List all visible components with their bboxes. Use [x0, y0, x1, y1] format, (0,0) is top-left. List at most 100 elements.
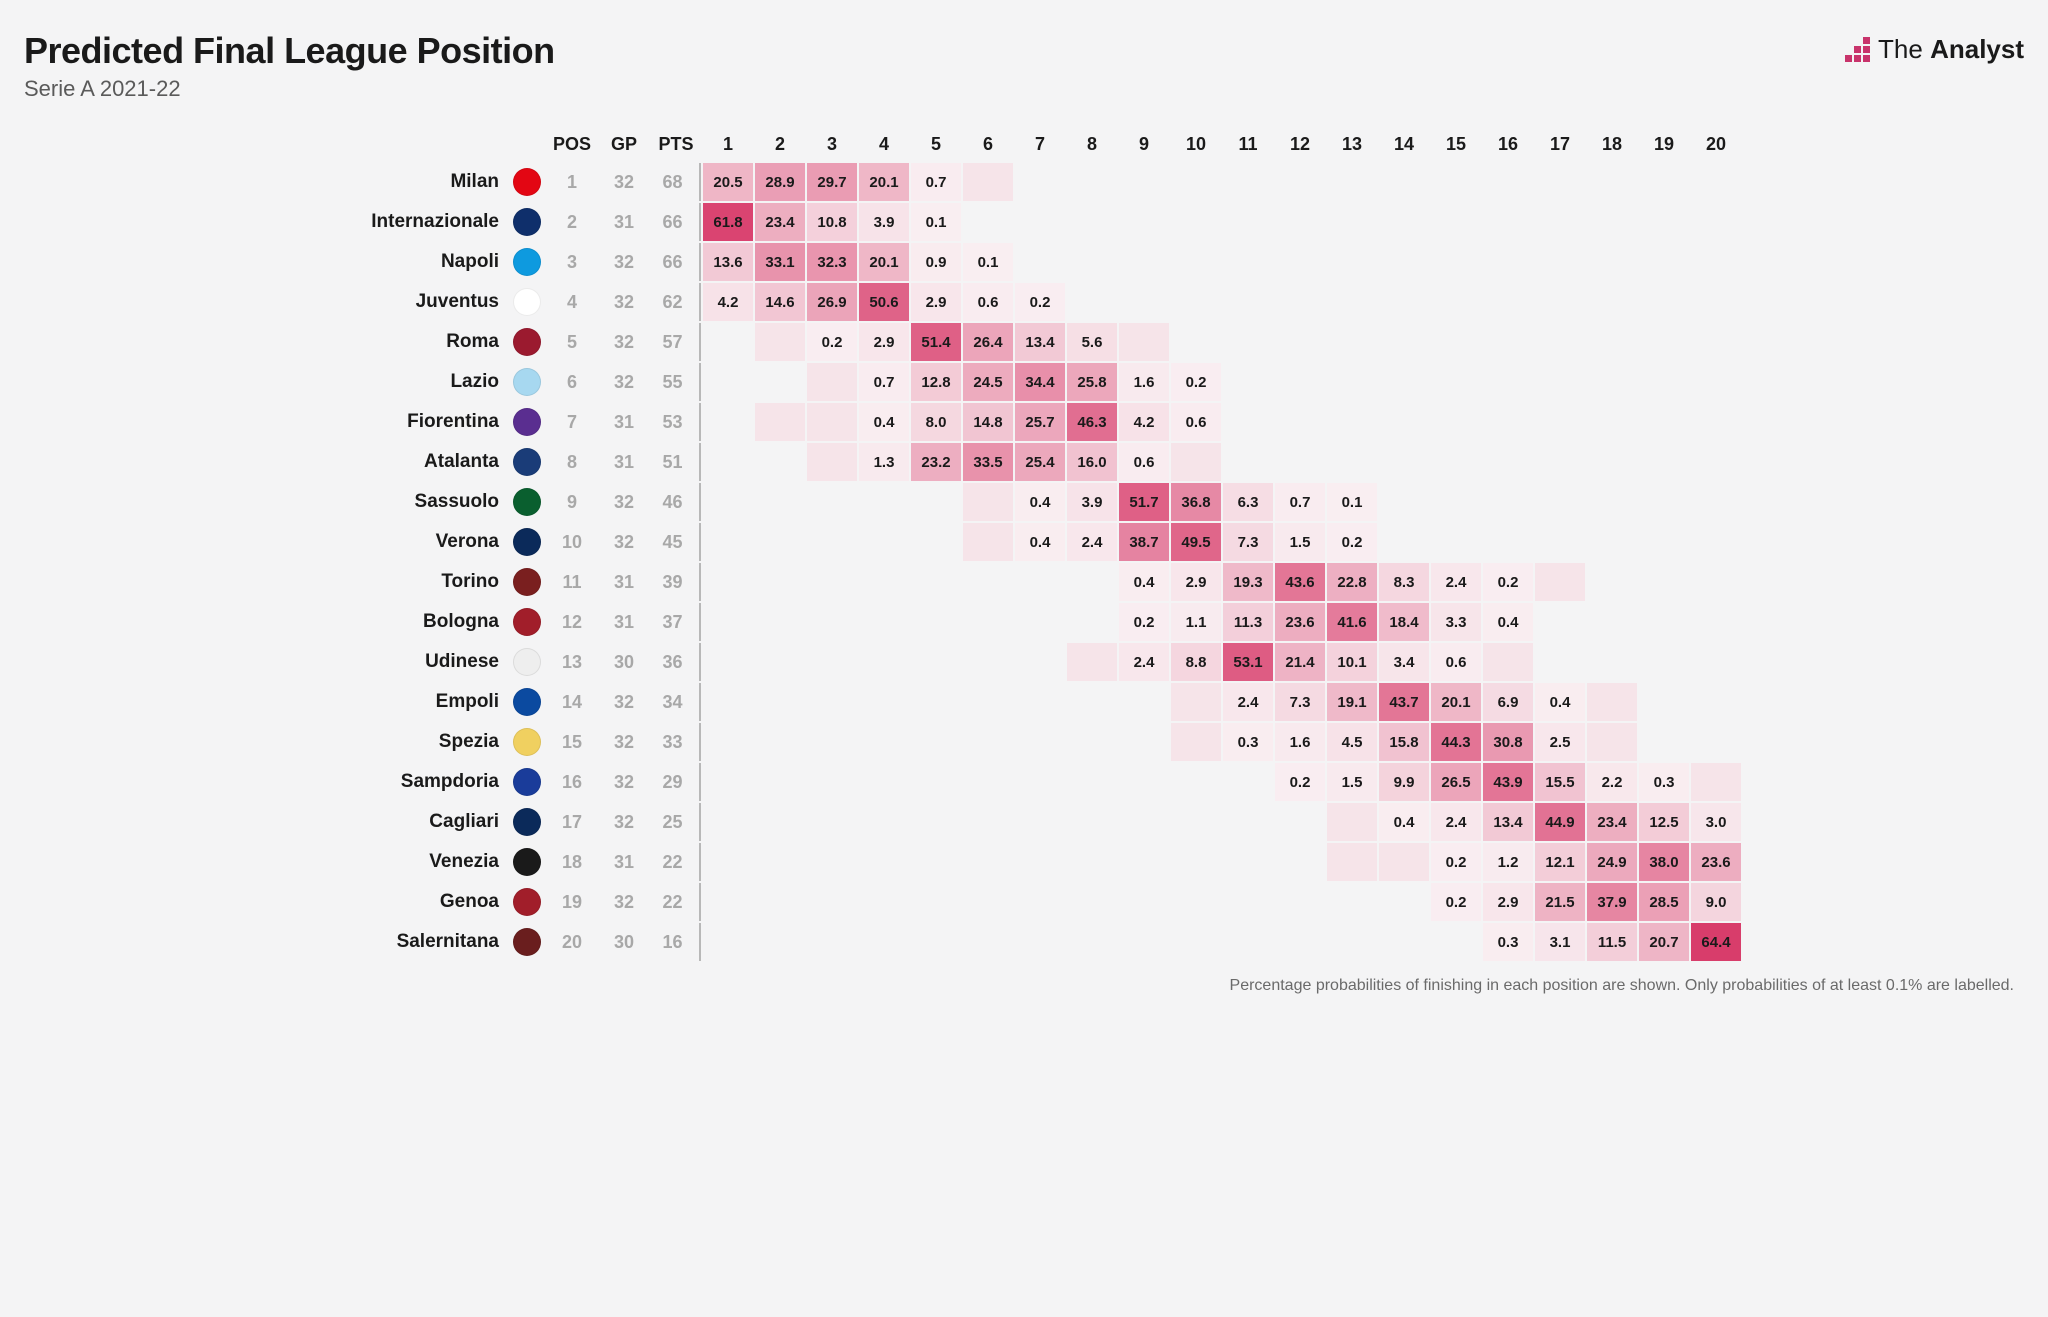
prob-cell-empty — [703, 843, 753, 881]
stat-pos: 2 — [547, 203, 597, 241]
col-header: GP — [599, 128, 649, 161]
stat-pts: 57 — [651, 323, 701, 361]
prob-cell: 14.6 — [755, 283, 805, 321]
col-header: 15 — [1431, 128, 1481, 161]
table-body: Milan1326820.528.929.720.10.7Internazion… — [307, 163, 1741, 961]
prob-cell: 1.2 — [1483, 843, 1533, 881]
prob-cell-empty — [1431, 283, 1481, 321]
prob-cell: 26.9 — [807, 283, 857, 321]
prob-cell-empty — [911, 803, 961, 841]
prob-cell-empty — [1067, 243, 1117, 281]
stat-pts: 29 — [651, 763, 701, 801]
prob-cell: 7.3 — [1223, 523, 1273, 561]
col-header: 3 — [807, 128, 857, 161]
prob-cell-empty — [859, 803, 909, 841]
prob-cell-empty — [807, 603, 857, 641]
prob-cell-empty — [1431, 323, 1481, 361]
prob-cell: 23.4 — [755, 203, 805, 241]
prob-cell: 0.3 — [1483, 923, 1533, 961]
prob-cell: 0.1 — [1327, 483, 1377, 521]
prob-cell-empty — [1067, 603, 1117, 641]
col-header: 13 — [1327, 128, 1377, 161]
prob-cell: 1.5 — [1327, 763, 1377, 801]
prob-cell: 34.4 — [1015, 363, 1065, 401]
prob-cell-faint — [755, 323, 805, 361]
stat-gp: 32 — [599, 523, 649, 561]
prob-cell: 0.7 — [859, 363, 909, 401]
prob-cell: 51.7 — [1119, 483, 1169, 521]
prob-cell: 20.5 — [703, 163, 753, 201]
table-row: Sampdoria1632290.21.59.926.543.915.52.20… — [307, 763, 1741, 801]
prediction-table: POSGPPTS1234567891011121314151617181920 … — [305, 126, 1743, 963]
table-row: Spezia1532330.31.64.515.844.330.82.5 — [307, 723, 1741, 761]
prob-cell-empty — [1223, 803, 1273, 841]
col-header: 18 — [1587, 128, 1637, 161]
prob-cell-empty — [1587, 523, 1637, 561]
team-name: Sassuolo — [307, 483, 507, 521]
team-badge — [509, 323, 545, 361]
prob-cell: 0.4 — [1483, 603, 1533, 641]
prob-cell-empty — [859, 763, 909, 801]
table-row: Napoli3326613.633.132.320.10.90.1 — [307, 243, 1741, 281]
prob-cell-faint — [1587, 723, 1637, 761]
prob-cell-empty — [703, 643, 753, 681]
prob-cell-empty — [807, 563, 857, 601]
prob-cell-empty — [1379, 283, 1429, 321]
prob-cell: 44.9 — [1535, 803, 1585, 841]
prob-cell: 19.1 — [1327, 683, 1377, 721]
team-name: Genoa — [307, 883, 507, 921]
prob-cell-faint — [963, 523, 1013, 561]
prob-cell: 0.2 — [1431, 843, 1481, 881]
prob-cell-empty — [1379, 203, 1429, 241]
prob-cell-empty — [1379, 443, 1429, 481]
team-name: Bologna — [307, 603, 507, 641]
prob-cell-empty — [1015, 203, 1065, 241]
prob-cell: 2.2 — [1587, 763, 1637, 801]
prob-cell-empty — [1483, 523, 1533, 561]
prob-cell-empty — [1587, 483, 1637, 521]
col-header: 20 — [1691, 128, 1741, 161]
prob-cell: 14.8 — [963, 403, 1013, 441]
prob-cell: 24.5 — [963, 363, 1013, 401]
prob-cell-empty — [703, 603, 753, 641]
prob-cell-empty — [1223, 843, 1273, 881]
stat-pts: 55 — [651, 363, 701, 401]
prob-cell-empty — [755, 923, 805, 961]
prob-cell: 25.7 — [1015, 403, 1065, 441]
table-row: Venezia1831220.21.212.124.938.023.6 — [307, 843, 1741, 881]
prob-cell: 36.8 — [1171, 483, 1221, 521]
prob-cell: 3.4 — [1379, 643, 1429, 681]
prob-cell: 2.4 — [1119, 643, 1169, 681]
prob-cell: 43.7 — [1379, 683, 1429, 721]
prob-cell-empty — [1639, 323, 1689, 361]
prob-cell: 29.7 — [807, 163, 857, 201]
prob-cell-empty — [1067, 843, 1117, 881]
prob-cell-empty — [1639, 163, 1689, 201]
table-row: Empoli1432342.47.319.143.720.16.90.4 — [307, 683, 1741, 721]
stat-gp: 32 — [599, 243, 649, 281]
prob-cell: 13.4 — [1015, 323, 1065, 361]
prob-cell: 37.9 — [1587, 883, 1637, 921]
prob-cell-empty — [1015, 803, 1065, 841]
prob-cell: 15.8 — [1379, 723, 1429, 761]
prob-cell: 2.9 — [859, 323, 909, 361]
team-name: Lazio — [307, 363, 507, 401]
prob-cell: 22.8 — [1327, 563, 1377, 601]
prob-cell: 46.3 — [1067, 403, 1117, 441]
team-badge — [509, 763, 545, 801]
prob-cell-empty — [963, 803, 1013, 841]
prob-cell-empty — [1691, 283, 1741, 321]
col-header: 10 — [1171, 128, 1221, 161]
team-name: Roma — [307, 323, 507, 361]
team-name: Internazionale — [307, 203, 507, 241]
prob-cell-empty — [1119, 683, 1169, 721]
prob-cell-empty — [1691, 443, 1741, 481]
prob-cell: 3.9 — [1067, 483, 1117, 521]
prob-cell: 3.1 — [1535, 923, 1585, 961]
prob-cell: 23.4 — [1587, 803, 1637, 841]
prob-cell-empty — [1379, 323, 1429, 361]
prob-cell-empty — [1223, 883, 1273, 921]
prob-cell-faint — [1067, 643, 1117, 681]
team-badge — [509, 243, 545, 281]
prob-cell: 64.4 — [1691, 923, 1741, 961]
